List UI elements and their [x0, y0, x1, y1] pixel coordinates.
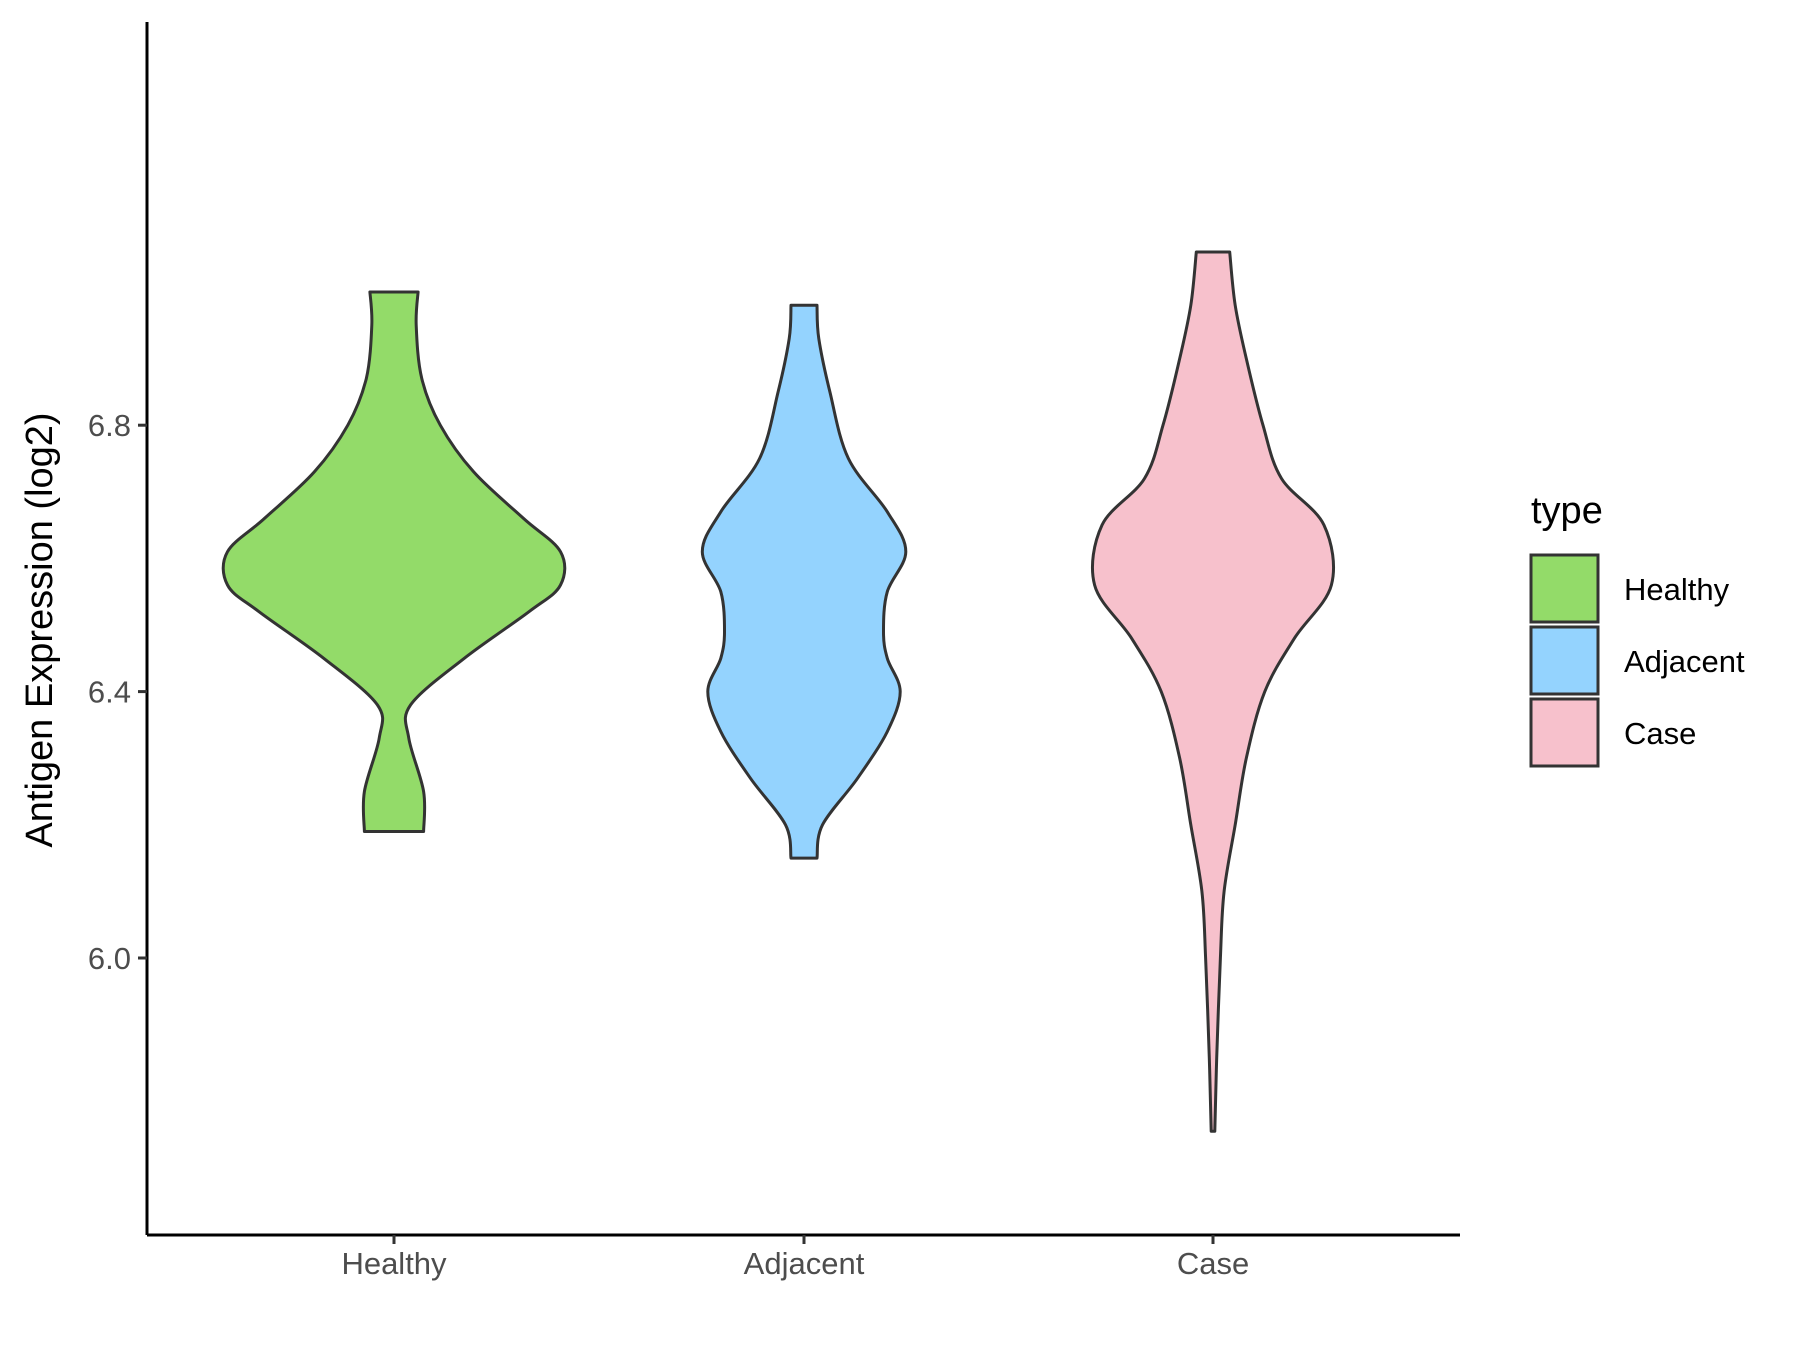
y-tick-label: 6.8	[88, 408, 131, 443]
legend-label-adjacent: Adjacent	[1624, 644, 1745, 679]
legend-title: type	[1531, 490, 1603, 532]
violin-adjacent	[700, 303, 908, 860]
legend: Healthy Adjacent Case	[1529, 553, 1745, 768]
legend-label-healthy: Healthy	[1624, 572, 1730, 607]
violin-layer	[221, 250, 1335, 1133]
y-axis-ticks: 6.0 6.4 6.8	[88, 408, 147, 976]
y-axis-title: Antigen Expression (log2)	[19, 412, 61, 847]
x-tick-label: Healthy	[341, 1246, 447, 1281]
x-tick-label: Case	[1177, 1246, 1249, 1281]
violin-healthy	[221, 290, 567, 833]
x-tick-label: Adjacent	[744, 1246, 865, 1281]
legend-swatch-adjacent	[1529, 625, 1600, 696]
y-tick-label: 6.4	[88, 675, 131, 710]
legend-swatch-healthy	[1529, 553, 1600, 624]
x-axis-ticks: Healthy Adjacent Case	[341, 1235, 1249, 1281]
legend-swatch-case	[1529, 697, 1600, 768]
legend-label-case: Case	[1624, 716, 1696, 751]
y-tick-label: 6.0	[88, 941, 131, 976]
violin-case	[1091, 250, 1335, 1133]
